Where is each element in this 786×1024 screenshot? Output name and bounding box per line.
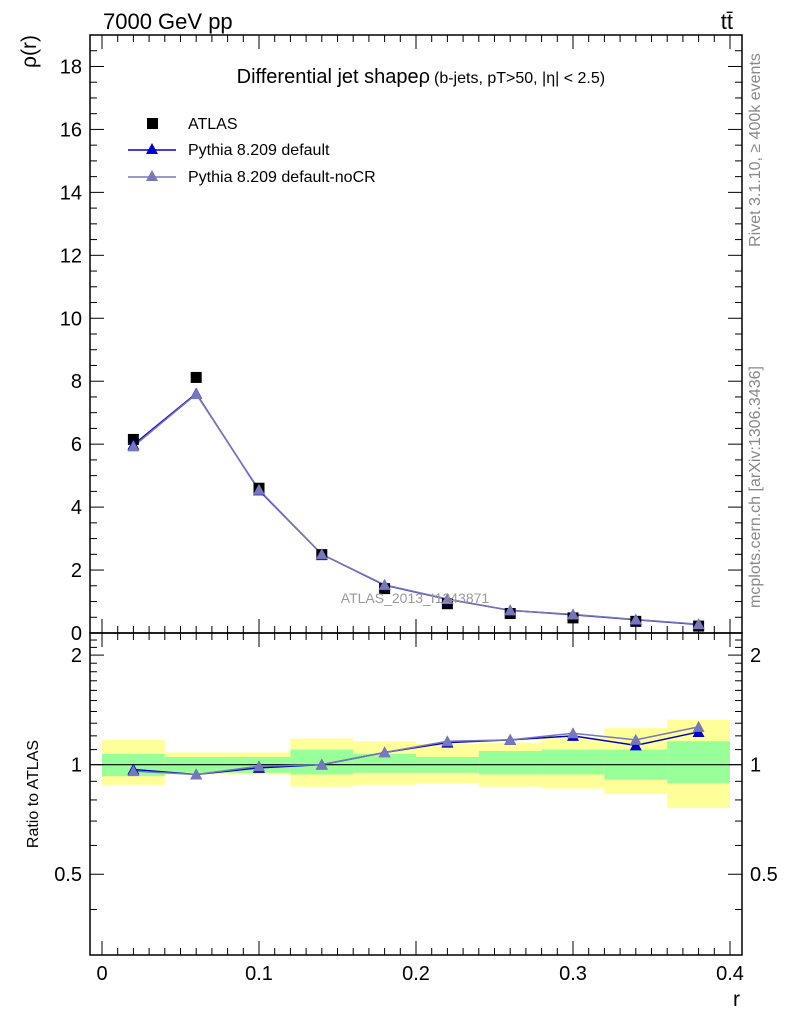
ratio-xtick-label: 0.2: [402, 963, 430, 985]
main-ticks: 0 2 4 6 8 10 12 14 16 18: [60, 34, 742, 645]
energy-label: 7000 GeV pp: [103, 9, 233, 34]
ratio-panel: 0.5 0.5 1 1 2 2 0 0.1 0.2 0.3 0.4 Ratio to ATLAS r: [25, 632, 778, 1011]
main-title: Differential jet shapeρ: [237, 66, 430, 88]
main-ytick-label: 4: [71, 497, 82, 519]
ratio-band-inner: [478, 751, 542, 775]
ratio-point-1: [127, 765, 140, 777]
ratio-ytick-label-right: 2: [750, 645, 761, 667]
ratio-band-inner: [353, 753, 416, 773]
legend-label-nocr: Pythia 8.209 default-noCR: [188, 169, 376, 186]
main-marks: [127, 371, 705, 632]
main-ytick-label: 10: [60, 308, 82, 330]
source-label: mcplots.cern.ch [arXiv:1306.3436]: [747, 366, 764, 608]
legend-label-default: Pythia 8.209 default: [188, 142, 330, 159]
ratio-ytick-label: 1: [71, 755, 82, 777]
main-ytick-label: 14: [60, 182, 82, 204]
ratio-point-1: [629, 733, 642, 745]
ratio-marks: [127, 720, 705, 780]
legend-label-atlas: ATLAS: [188, 116, 238, 133]
process-label: tt̄: [721, 9, 733, 34]
main-point-2: [190, 388, 203, 400]
ratio-xtick-label: 0.1: [245, 963, 273, 985]
main-ylabel: ρ(r): [18, 35, 41, 68]
ratio-point-1: [567, 727, 579, 739]
legend: ATLAS Pythia 8.209 default Pythia 8.209 …: [128, 116, 376, 186]
main-point-2: [127, 440, 140, 452]
ratio-bands: [90, 719, 742, 809]
legend-marker-atlas: [147, 118, 158, 129]
ratio-xtick-label: 0.4: [716, 963, 744, 985]
rivet-label: Rivet 3.1.10, ≥ 400k events: [747, 53, 764, 247]
main-point-2: [504, 604, 517, 616]
ratio-point-1: [315, 758, 328, 770]
ratio-point-1: [692, 720, 705, 732]
legend-marker-nocr: [146, 170, 158, 181]
main-ytick-label: 16: [60, 119, 82, 141]
ratio-line-1: [133, 726, 699, 776]
main-point-2: [253, 483, 265, 495]
main-ytick-label: 12: [60, 245, 82, 267]
ratio-ylabel: Ratio to ATLAS: [25, 740, 42, 848]
main-point-2: [378, 578, 391, 590]
ratio-ticks: 0.5 0.5 1 1 2 2 0 0.1 0.2 0.3 0.4: [54, 633, 778, 985]
main-ytick-label: 8: [71, 371, 82, 393]
main-point-2: [692, 618, 705, 630]
ratio-ytick-label-right: 0.5: [750, 864, 778, 886]
ratio-xtick-label: 0: [96, 963, 107, 985]
main-line-2: [132, 393, 699, 625]
ratio-xtick-label: 0.3: [559, 963, 587, 985]
main-point-2: [567, 608, 579, 620]
ratio-ytick-label-right: 1: [750, 755, 761, 777]
ratio-point-1: [378, 746, 391, 758]
ratio-point-1: [253, 760, 265, 772]
main-point-2: [315, 548, 328, 560]
ratio-xlabel: r: [733, 988, 740, 1011]
main-ytick-label: 2: [71, 560, 82, 582]
main-point-2: [629, 613, 642, 625]
main-subtitle: (b-jets, pT>50, |η| < 2.5): [434, 70, 605, 87]
main-point-atlas: [190, 371, 202, 383]
ratio-point-1: [190, 768, 203, 780]
main-ytick-label: 6: [71, 434, 82, 456]
ratio-point-1: [441, 735, 454, 747]
ratio-band-inner: [541, 749, 605, 775]
ratio-ytick-label: 0.5: [54, 864, 82, 886]
main-ytick-label: 18: [60, 56, 82, 78]
ratio-point-1: [504, 733, 517, 745]
legend-marker-default: [146, 143, 158, 154]
ratio-band-inner: [667, 741, 730, 784]
watermark: ATLAS_2013_I1243871: [341, 590, 490, 606]
ratio-ytick-label: 2: [71, 645, 82, 667]
main-ytick-label: 0: [71, 623, 82, 645]
main-point-2: [441, 593, 454, 605]
